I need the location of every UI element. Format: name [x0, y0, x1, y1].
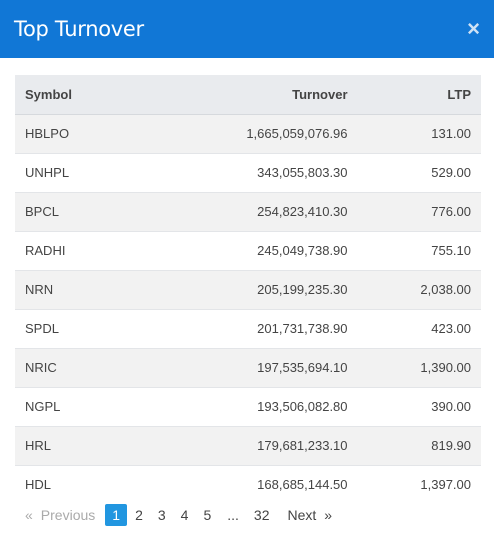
turnover-cell: 168,685,144.50: [131, 465, 358, 503]
turnover-cell: 179,681,233.10: [131, 426, 358, 466]
next-arrow-icon: »: [324, 507, 333, 523]
table-row[interactable]: RADHI 245,049,738.90 755.10: [15, 231, 481, 271]
ltp-cell: 1,397.00: [357, 465, 481, 503]
symbol-cell: BPCL: [15, 192, 132, 232]
turnover-table: Symbol Turnover LTP HBLPO 1,665,059,076.9…: [15, 75, 481, 503]
previous-label: Previous: [40, 507, 96, 523]
ltp-cell: 131.00: [357, 114, 481, 154]
turnover-cell: 197,535,694.10: [131, 348, 358, 388]
ltp-cell: 1,390.00: [357, 348, 481, 388]
ltp-cell: 423.00: [357, 309, 481, 349]
symbol-cell: UNHPL: [15, 153, 132, 193]
page-4-button[interactable]: 4: [180, 507, 189, 523]
turnover-cell: 201,731,738.90: [131, 309, 358, 349]
pagination-ellipsis: ...: [227, 507, 239, 523]
symbol-cell: SPDL: [15, 309, 132, 349]
table-header-row: Symbol Turnover LTP: [15, 75, 481, 115]
turnover-cell: 1,665,059,076.96: [131, 114, 358, 154]
next-page-button[interactable]: Next »: [288, 504, 333, 526]
turnover-cell: 254,823,410.30: [131, 192, 358, 232]
page-2-button[interactable]: 2: [135, 507, 143, 523]
page-32-button[interactable]: 32: [253, 507, 270, 523]
turnover-cell: 193,506,082.80: [131, 387, 358, 427]
pagination: « Previous 1 2 3 4 5 ... 32 Next »: [15, 503, 332, 527]
column-header-turnover[interactable]: Turnover: [131, 75, 358, 115]
table-row[interactable]: SPDL 201,731,738.90 423.00: [15, 309, 481, 349]
table-row[interactable]: NGPL 193,506,082.80 390.00: [15, 387, 481, 427]
modal-title: Top Turnover: [14, 17, 144, 41]
table-row[interactable]: HBLPO 1,665,059,076.96 131.00: [15, 114, 481, 154]
ltp-cell: 776.00: [357, 192, 481, 232]
next-label: Next: [287, 507, 317, 523]
symbol-cell: NRN: [15, 270, 132, 310]
close-icon[interactable]: ×: [467, 16, 480, 41]
column-header-symbol[interactable]: Symbol: [15, 75, 132, 115]
turnover-cell: 245,049,738.90: [131, 231, 358, 271]
turnover-cell: 205,199,235.30: [131, 270, 358, 310]
table-row[interactable]: HRL 179,681,233.10 819.90: [15, 426, 481, 466]
turnover-cell: 343,055,803.30: [131, 153, 358, 193]
symbol-cell: HRL: [15, 426, 132, 466]
table-row[interactable]: BPCL 254,823,410.30 776.00: [15, 192, 481, 232]
page-5-button[interactable]: 5: [203, 507, 212, 523]
ltp-cell: 755.10: [357, 231, 481, 271]
symbol-cell: NGPL: [15, 387, 132, 427]
page-3-button[interactable]: 3: [157, 507, 166, 523]
previous-page-button[interactable]: « Previous: [25, 504, 95, 526]
modal-header: Top Turnover ×: [0, 0, 494, 58]
prev-arrow-icon: «: [25, 507, 33, 523]
table-row[interactable]: HDL 168,685,144.50 1,397.00: [15, 465, 481, 503]
symbol-cell: HBLPO: [15, 114, 132, 154]
ltp-cell: 529.00: [357, 153, 481, 193]
ltp-cell: 819.90: [357, 426, 481, 466]
turnover-table-container: Symbol Turnover LTP HBLPO 1,665,059,076.9…: [15, 75, 481, 503]
table-row[interactable]: NRN 205,199,235.30 2,038.00: [15, 270, 481, 310]
column-header-ltp[interactable]: LTP: [357, 75, 481, 115]
page-1-button[interactable]: 1: [105, 504, 128, 526]
table-row[interactable]: NRIC 197,535,694.10 1,390.00: [15, 348, 481, 388]
ltp-cell: 390.00: [357, 387, 481, 427]
symbol-cell: RADHI: [15, 231, 132, 271]
ltp-cell: 2,038.00: [357, 270, 481, 310]
symbol-cell: NRIC: [15, 348, 132, 388]
symbol-cell: HDL: [15, 465, 132, 503]
table-row[interactable]: UNHPL 343,055,803.30 529.00: [15, 153, 481, 193]
